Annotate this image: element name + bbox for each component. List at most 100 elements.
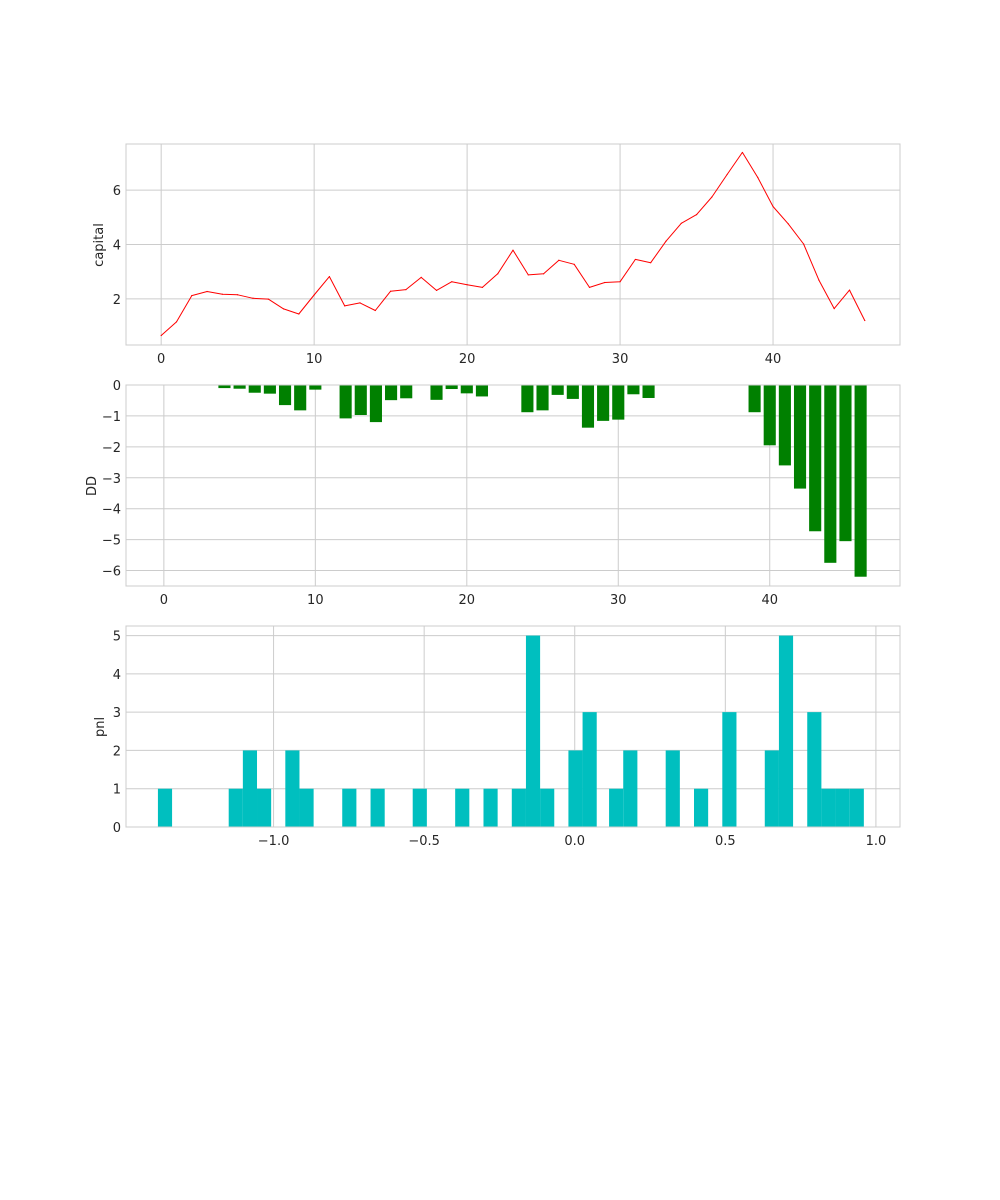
capital-line-panel: capital 0 10 20 30 40 2 4 6: [92, 143, 901, 367]
x-tick-label: 20: [459, 593, 476, 608]
capital-point: [435, 289, 438, 292]
capital-point: [542, 273, 545, 275]
drawdown-bar: [839, 385, 852, 542]
y-tick-label: −1: [102, 410, 121, 425]
y-tick-label: −5: [102, 534, 121, 549]
pnl-histogram-panel: pnl −1.0 −0.5 0.0 0.5 1.0 0 1 2 3 4 5: [93, 625, 901, 849]
drawdown-bar: [778, 385, 791, 466]
histogram-bar: [525, 635, 541, 827]
capital-point: [680, 222, 682, 224]
drawdown-bar: [612, 385, 625, 420]
capital-point: [527, 274, 529, 276]
capital-point: [221, 293, 223, 295]
capital-point: [206, 290, 208, 293]
capital-point: [650, 262, 652, 264]
drawdown-bar: [642, 385, 655, 398]
capital-point: [466, 284, 468, 286]
histogram-bar: [821, 788, 836, 827]
drawdown-bar: [369, 385, 382, 423]
histogram-bar: [412, 788, 427, 827]
capital-point: [558, 259, 560, 261]
y-tick-label: 0: [113, 379, 121, 394]
capital-point: [405, 288, 407, 291]
y-tick-label: 4: [113, 668, 121, 683]
histogram-bar: [568, 750, 583, 827]
drawdown-bar: [294, 385, 307, 411]
histogram-bar: [257, 788, 272, 827]
capital-point: [451, 281, 453, 283]
histogram-bar: [285, 750, 300, 827]
capital-point: [665, 240, 667, 242]
histogram-bar: [807, 712, 822, 827]
capital-point: [175, 321, 178, 323]
x-tick-label: −0.5: [408, 834, 440, 849]
capital-point: [282, 308, 285, 310]
histogram-bar: [778, 635, 794, 827]
capital-point: [267, 298, 269, 300]
y-tick-label: −3: [102, 472, 121, 487]
histogram-bar: [665, 750, 680, 827]
axes-frame: [125, 625, 901, 828]
histogram-bar: [455, 788, 470, 827]
y-tick-label: 3: [113, 706, 121, 721]
capital-point: [726, 173, 728, 176]
x-tick-label: 0: [160, 593, 168, 608]
histogram-bar: [722, 712, 737, 827]
capital-point: [864, 319, 866, 322]
histogram-bar: [157, 788, 173, 827]
x-tick-label: −1.0: [258, 834, 290, 849]
capital-point: [757, 176, 759, 179]
capital-point: [818, 279, 820, 281]
histogram-bar: [242, 750, 258, 827]
histogram-bar: [483, 788, 498, 827]
drawdown-bar: [854, 385, 867, 577]
drawdown-bar: [597, 385, 610, 421]
drawdown-bar: [278, 385, 292, 406]
x-tick-label: 0.0: [564, 834, 585, 849]
x-tick-label: 1.0: [866, 834, 887, 849]
capital-point: [237, 294, 239, 296]
capital-point: [512, 249, 514, 251]
drawdown-bar: [430, 385, 443, 400]
drawdown-bar: [263, 385, 276, 394]
drawdown-bar: [233, 385, 246, 389]
drawdown-bar: [460, 385, 473, 394]
y-tick-label: 1: [113, 783, 121, 798]
capital-point: [374, 309, 376, 312]
y-tick-label: 2: [113, 293, 121, 308]
capital-point: [298, 313, 300, 315]
capital-point: [390, 290, 392, 292]
drawdown-bar: [627, 385, 640, 395]
drawdown-bar: [309, 385, 322, 390]
x-tick-label: 10: [307, 593, 324, 608]
capital-point: [497, 273, 499, 275]
drawdown-bar: [400, 385, 413, 399]
histogram-bar: [228, 788, 243, 827]
drawdown-bar: [218, 385, 231, 389]
y-tick-label: −2: [102, 441, 121, 456]
capital-point: [420, 276, 422, 278]
capital-point: [695, 214, 698, 216]
y-tick-label: 5: [113, 630, 121, 645]
capital-point: [741, 151, 744, 154]
capital-point: [803, 243, 805, 245]
capital-point: [328, 275, 331, 278]
drawdown-bar: [551, 385, 564, 395]
drawdown-bar: [763, 385, 776, 446]
drawdown-bar: [748, 385, 761, 413]
drawdown-bar: [354, 385, 367, 415]
drawdown-bar: [521, 385, 534, 413]
capital-point: [344, 305, 346, 307]
drawdown-bar: [339, 385, 352, 419]
drawdown-bar: [809, 385, 822, 532]
drawdown-bar: [824, 385, 837, 563]
histogram-bar: [540, 788, 555, 827]
y-tick-label: 4: [113, 239, 121, 254]
drawdown-bar: [385, 385, 398, 401]
x-tick-label: 40: [761, 593, 778, 608]
drawdown-bar: [248, 385, 261, 393]
histogram-bar: [511, 788, 526, 827]
x-tick-label: 30: [612, 352, 629, 367]
capital-point: [711, 196, 713, 198]
